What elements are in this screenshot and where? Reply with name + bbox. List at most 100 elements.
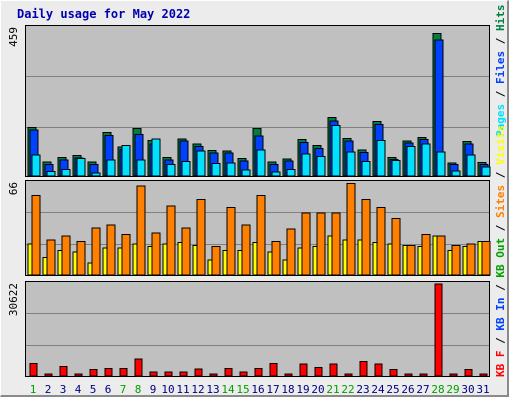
sites-bar: [346, 182, 356, 276]
day-label: 10: [161, 383, 174, 396]
kbytes-bar: [149, 371, 158, 377]
legend-separator: /: [494, 331, 507, 351]
pages-bar: [136, 159, 146, 177]
sites-bar: [241, 224, 251, 276]
day-label: 19: [296, 383, 309, 396]
pages-bar: [91, 172, 101, 177]
sites-bar: [301, 212, 311, 276]
kbytes-bar: [134, 358, 143, 377]
day-label: 8: [135, 383, 142, 396]
kbytes-bar: [314, 367, 323, 377]
kbytes-bar: [359, 361, 368, 377]
kbytes-bar: [419, 373, 428, 377]
sites-bar: [196, 198, 206, 276]
day-label: 23: [356, 383, 369, 396]
day-label: 28: [431, 383, 444, 396]
kbytes-bar: [89, 368, 98, 377]
kbytes-bar: [224, 367, 233, 377]
pages-bar: [241, 169, 251, 177]
kbytes-bar: [194, 368, 203, 377]
legend-pages: Pages: [494, 104, 507, 137]
pages-bar: [151, 138, 161, 177]
pages-bar: [256, 149, 266, 177]
day-label: 18: [281, 383, 294, 396]
legend-separator: /: [494, 165, 507, 185]
kbytes-bar: [74, 373, 83, 377]
day-label: 30: [461, 383, 474, 396]
sites-bar: [166, 205, 176, 276]
day-label: 3: [60, 383, 67, 396]
pages-bar: [391, 160, 401, 177]
pages-bar: [106, 159, 116, 177]
sites-bar: [151, 232, 161, 276]
panel-background: [25, 281, 490, 377]
legend-kb-in: KB In: [494, 298, 507, 331]
kbytes-bar: [404, 373, 413, 377]
legend-visits: Visits: [494, 125, 507, 165]
legend-sites: Sites: [494, 185, 507, 218]
kbytes-bar: [389, 368, 398, 377]
sites-bar: [31, 194, 41, 276]
kbytes-bar: [344, 373, 353, 377]
legend-top: Pages / Files / Hits: [494, 5, 507, 138]
pages-bar: [31, 154, 41, 177]
kbytes-bar: [434, 283, 443, 377]
kbytes-bar: [464, 368, 473, 377]
day-label: 29: [446, 383, 459, 396]
kbytes-bar: [479, 373, 488, 377]
day-label: 7: [120, 383, 127, 396]
pages-bar: [226, 162, 236, 177]
kbytes-bar: [59, 365, 68, 377]
day-label: 2: [45, 383, 52, 396]
sites-bar: [136, 185, 146, 276]
sites-bar: [316, 212, 326, 276]
sites-bar: [91, 227, 101, 276]
day-label: 11: [176, 383, 189, 396]
pages-bar: [211, 163, 221, 177]
day-label: 25: [386, 383, 399, 396]
sites-bar: [46, 239, 56, 276]
sites-bar: [181, 227, 191, 276]
kbytes-bar: [269, 362, 278, 377]
pages-bar: [346, 151, 356, 177]
day-label: 26: [401, 383, 414, 396]
day-label: 4: [75, 383, 82, 396]
day-label: 20: [311, 383, 324, 396]
legend-hits: Hits: [494, 5, 507, 32]
pages-bar: [331, 125, 341, 177]
legend-separator: /: [494, 218, 507, 238]
day-label: 14: [221, 383, 235, 396]
day-label: 17: [266, 383, 279, 396]
pages-bar: [436, 151, 446, 177]
pages-bar: [181, 160, 191, 177]
pages-bar: [361, 160, 371, 177]
day-label: 5: [90, 383, 97, 396]
kbytes-bar: [29, 363, 38, 377]
legend-kb-out: KB Out: [494, 238, 507, 278]
kbytes-bar: [254, 367, 263, 377]
kbytes-bar: [329, 363, 338, 377]
day-label: 31: [476, 383, 489, 396]
y-max-label: 66: [7, 182, 20, 195]
kbytes-bar: [44, 373, 53, 377]
kbytes-bar: [119, 367, 128, 377]
pages-bar: [421, 143, 431, 177]
day-label: 12: [191, 383, 204, 396]
pages-bar: [271, 171, 281, 177]
sites-bar: [436, 235, 446, 276]
sites-bar: [271, 240, 281, 276]
sites-bar: [331, 212, 341, 276]
pages-bar: [301, 153, 311, 177]
sites-bar: [286, 228, 296, 276]
pages-bar: [61, 169, 71, 177]
kbytes-bar: [209, 373, 218, 377]
sites-bar: [421, 234, 431, 276]
chart-title: Daily usage for May 2022: [17, 7, 191, 21]
legend-separator: /: [494, 84, 507, 104]
day-label: 27: [416, 383, 429, 396]
kbytes-bar: [239, 371, 248, 377]
pages-bar: [481, 166, 491, 177]
kbytes-bar: [449, 373, 458, 377]
y-max-label: 459: [7, 27, 20, 47]
